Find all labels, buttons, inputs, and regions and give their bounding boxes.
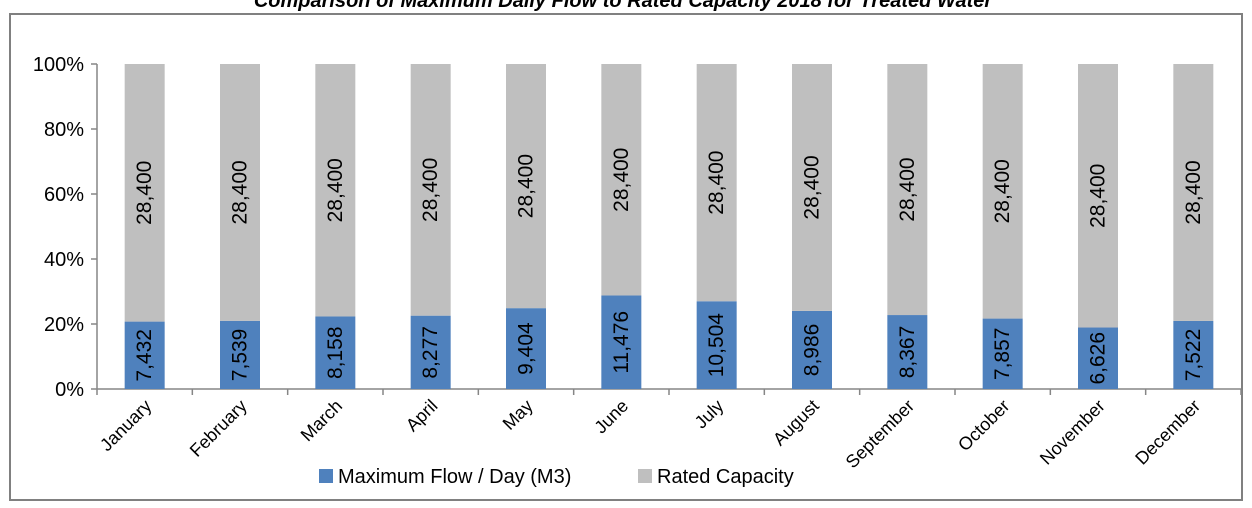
data-label-max-flow: 8,986 [801,324,824,377]
bar-max-flow [601,295,642,389]
y-tick-label: 100% [33,54,84,76]
data-label-max-flow: 11,476 [610,311,633,374]
data-label-max-flow: 6,626 [1087,332,1110,385]
bar-max-flow [982,318,1023,389]
bar-rated-capacity [315,64,356,317]
data-label-rated-capacity: 28,400 [1087,164,1110,228]
bar-max-flow [887,315,928,389]
data-label-max-flow: 9,404 [515,322,538,375]
data-label-max-flow: 8,367 [896,326,919,379]
data-label-rated-capacity: 28,400 [705,151,728,215]
bar-rated-capacity [220,64,260,321]
data-label-rated-capacity: 28,400 [1182,160,1205,224]
bar-max-flow [696,301,737,389]
data-label-rated-capacity: 28,400 [991,159,1014,223]
bar-rated-capacity [792,64,832,311]
chart-title: Comparison of Maximum Daily Flow to Rate… [254,0,994,12]
bar-max-flow [506,308,546,389]
bar-max-flow [220,320,260,389]
bar-rated-capacity [887,64,928,316]
bar-rated-capacity [506,64,546,309]
bar-rated-capacity [410,64,451,316]
y-tick-label: 60% [44,184,84,206]
data-label-rated-capacity: 28,400 [229,160,252,224]
data-label-max-flow: 7,432 [133,329,156,382]
legend-label-max-flow: Maximum Flow / Day (M3) [338,466,571,488]
bar-max-flow [315,316,356,389]
data-label-rated-capacity: 28,400 [133,161,156,225]
bar-rated-capacity [124,64,165,322]
legend-swatch-rated-capacity [638,469,652,483]
data-label-max-flow: 8,277 [419,326,442,379]
y-tick-label: 80% [44,119,84,141]
data-label-rated-capacity: 28,400 [324,158,347,222]
data-label-rated-capacity: 28,400 [515,154,538,218]
bar-max-flow [410,315,451,389]
bar-rated-capacity [982,64,1023,319]
data-label-max-flow: 8,158 [324,326,347,379]
legend-swatch-max-flow [319,469,333,483]
y-tick-label: 20% [44,314,84,336]
bar-max-flow [792,310,832,389]
bar-rated-capacity [1078,64,1118,328]
y-tick-label: 0% [55,379,84,401]
bar-rated-capacity [601,64,642,296]
bar-max-flow [1173,320,1214,389]
data-label-max-flow: 10,504 [705,313,728,378]
bar-rated-capacity [1173,64,1214,321]
bar-max-flow [124,321,165,389]
legend-label-rated-capacity: Rated Capacity [657,466,794,488]
data-label-rated-capacity: 28,400 [801,155,824,219]
bar-max-flow [1078,327,1118,389]
data-label-max-flow: 7,539 [229,329,252,382]
bar-rated-capacity [696,64,737,302]
data-label-rated-capacity: 28,400 [896,157,919,221]
data-label-max-flow: 7,522 [1182,329,1205,382]
data-label-max-flow: 7,857 [991,328,1014,381]
data-label-rated-capacity: 28,400 [610,148,633,212]
data-label-rated-capacity: 28,400 [419,158,442,222]
legend: Maximum Flow / Day (M3) Rated Capacity [319,466,794,488]
y-tick-label: 40% [44,249,84,271]
